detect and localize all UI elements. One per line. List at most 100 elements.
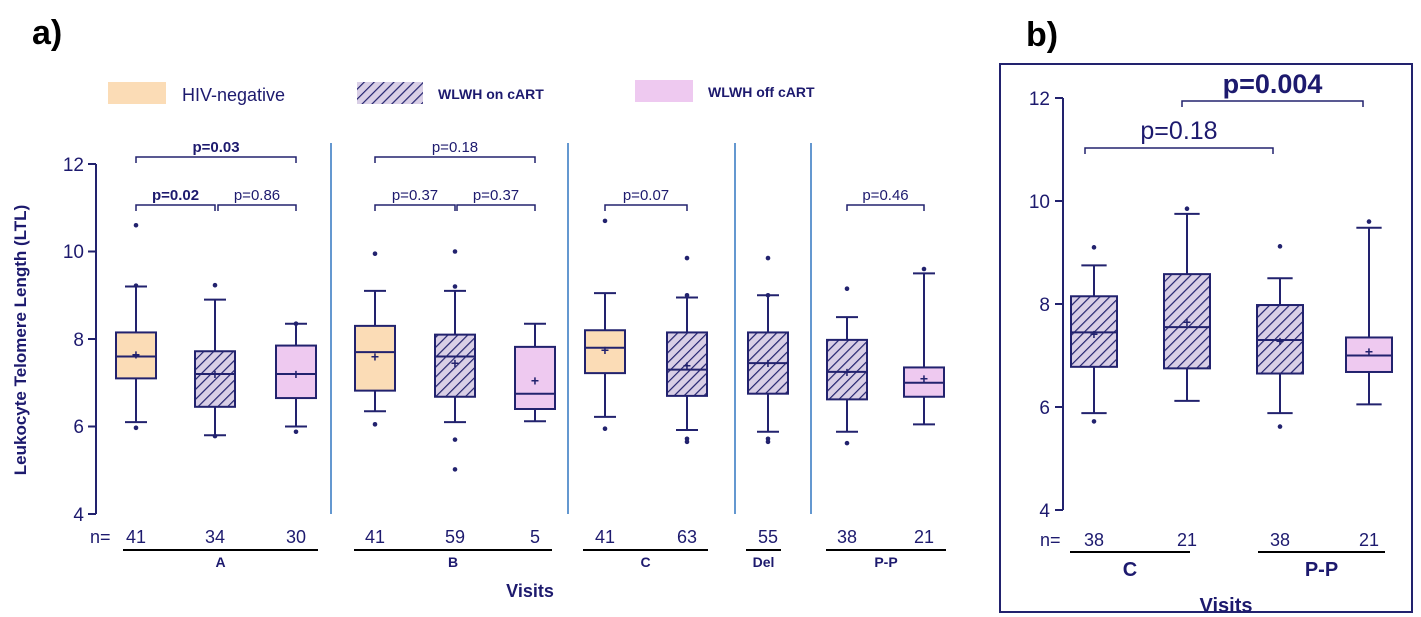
mean-marker-a-b-2: + bbox=[531, 373, 539, 389]
p-value-a-3: p=0.18 bbox=[432, 139, 478, 156]
group-label-b-c: C bbox=[1123, 559, 1137, 581]
panel-a-ytick-4: 4 bbox=[73, 505, 84, 526]
n-count-a-pp-0: 38 bbox=[837, 527, 857, 547]
panel-a-x-label: Visits bbox=[506, 581, 554, 601]
mean-marker-b-pp-1: + bbox=[1365, 343, 1373, 359]
box-a-a-1 bbox=[194, 350, 236, 408]
box-a-c-1 bbox=[666, 331, 708, 397]
legend-label-wlwh-off-cart: WLWH off cART bbox=[708, 84, 815, 100]
n-count-a-b-2: 5 bbox=[530, 527, 540, 547]
n-count-a-del-0: 55 bbox=[758, 527, 778, 547]
panel-a-ytick-12: 12 bbox=[63, 155, 84, 176]
outlier-a-c-1-1 bbox=[684, 436, 690, 442]
p-value-a-2: p=0.86 bbox=[234, 187, 280, 204]
mean-marker-a-a-1: + bbox=[211, 366, 219, 382]
mean-marker-a-b-1: + bbox=[451, 355, 459, 371]
bracket-b-1 bbox=[1181, 100, 1364, 107]
p-value-a-0: p=0.03 bbox=[192, 139, 239, 156]
outlier-a-pp-1-0 bbox=[921, 266, 927, 272]
mean-marker-a-a-2: + bbox=[292, 366, 300, 382]
mean-marker-b-c-1: + bbox=[1183, 314, 1191, 330]
legend-label-wlwh-on-cart: WLWH on cART bbox=[438, 86, 544, 102]
outlier-a-a-0-0 bbox=[133, 425, 139, 431]
outlier-a-c-0-0 bbox=[602, 426, 608, 431]
group-label-b-p-p: P-P bbox=[1305, 559, 1338, 581]
bracket-a-4 bbox=[374, 204, 456, 211]
chart-marks: +41 +34 +30 A +41 +59 +5 B +41 +63 C +55 Del +38 +21 P-… bbox=[115, 69, 1393, 581]
p-value-a-6: p=0.07 bbox=[623, 187, 669, 204]
panel-b-axes: 12 10 8 6 4 n= Visits bbox=[999, 63, 1413, 617]
outlier-a-del-0-3 bbox=[765, 255, 771, 261]
bracket-a-2 bbox=[217, 204, 297, 211]
p-value-a-5: p=0.37 bbox=[473, 187, 519, 204]
outlier-a-a-1-0 bbox=[212, 433, 218, 439]
panel-a-ytick-6: 6 bbox=[73, 417, 84, 438]
outlier-a-del-0-1 bbox=[765, 436, 771, 442]
panel-b-ytick-10: 10 bbox=[1029, 192, 1050, 213]
n-count-a-pp-1: 21 bbox=[914, 527, 934, 547]
outlier-a-b-1-1 bbox=[452, 437, 458, 442]
outlier-a-b-1-0 bbox=[452, 467, 458, 472]
outlier-b-pp-0-1 bbox=[1277, 244, 1283, 249]
n-count-a-a-2: 30 bbox=[286, 527, 306, 547]
mean-marker-a-c-0: + bbox=[601, 342, 609, 358]
bracket-a-1 bbox=[135, 204, 216, 211]
outlier-a-a-2-1 bbox=[293, 321, 299, 326]
outlier-a-c-1-3 bbox=[684, 255, 690, 261]
panel-a-n-prefix: n= bbox=[90, 527, 111, 547]
panel-b-frame bbox=[999, 63, 1413, 613]
legend-swatch-hiv-negative bbox=[108, 82, 166, 104]
bracket-b-0 bbox=[1084, 147, 1274, 154]
outlier-a-b-1-2 bbox=[452, 284, 458, 289]
outlier-a-pp-0-0 bbox=[844, 440, 850, 446]
outlier-b-c-1-0 bbox=[1184, 206, 1190, 212]
group-label-a-b: B bbox=[448, 554, 458, 570]
p-value-b-0: p=0.18 bbox=[1140, 117, 1217, 145]
box-b-c-1 bbox=[1163, 273, 1211, 370]
legend-swatch-wlwh-on-cart bbox=[357, 82, 423, 104]
group-label-a-a: A bbox=[215, 554, 225, 570]
panel-a-y-label: Leukocyte Telomere Length (LTL) bbox=[11, 205, 30, 475]
bracket-a-3 bbox=[374, 156, 536, 163]
outlier-b-c-0-1 bbox=[1091, 245, 1097, 250]
mean-marker-b-pp-0: + bbox=[1276, 333, 1284, 349]
outlier-b-pp-1-0 bbox=[1366, 219, 1372, 224]
outlier-a-c-0-1 bbox=[602, 218, 608, 224]
outlier-a-b-1-3 bbox=[452, 249, 458, 254]
bracket-a-7 bbox=[846, 204, 925, 211]
mean-marker-a-b-0: + bbox=[371, 349, 379, 365]
p-value-a-1: p=0.02 bbox=[152, 187, 199, 204]
outlier-a-a-2-0 bbox=[293, 429, 299, 435]
p-value-a-7: p=0.46 bbox=[862, 187, 908, 204]
bracket-a-0 bbox=[135, 156, 297, 163]
outlier-b-c-0-0 bbox=[1091, 419, 1097, 424]
group-label-a-c: C bbox=[640, 554, 650, 570]
panel-b-ytick-8: 8 bbox=[1039, 295, 1050, 316]
outlier-b-pp-0-0 bbox=[1277, 424, 1283, 429]
n-count-a-c-1: 63 bbox=[677, 527, 697, 547]
mean-marker-b-c-0: + bbox=[1090, 326, 1098, 342]
mean-marker-a-del-0: + bbox=[764, 355, 772, 371]
panel-b-ytick-4: 4 bbox=[1039, 501, 1050, 522]
mean-marker-a-pp-1: + bbox=[920, 370, 928, 386]
outlier-a-b-0-1 bbox=[372, 251, 378, 256]
legend-swatch-wlwh-off-cart bbox=[635, 80, 693, 102]
n-count-b-pp-0: 38 bbox=[1270, 530, 1290, 550]
outlier-a-a-1-1 bbox=[212, 282, 218, 288]
box-a-b-2 bbox=[514, 345, 556, 410]
mean-marker-a-a-0: + bbox=[132, 346, 140, 362]
n-count-a-b-0: 41 bbox=[365, 527, 385, 547]
outlier-a-c-1-2 bbox=[684, 292, 690, 298]
bracket-a-5 bbox=[456, 204, 536, 211]
panel-b-ytick-12: 12 bbox=[1029, 89, 1050, 110]
outlier-a-a-0-2 bbox=[133, 222, 139, 228]
box-a-a-0 bbox=[115, 331, 157, 380]
n-count-a-a-0: 41 bbox=[126, 527, 146, 547]
p-value-a-4: p=0.37 bbox=[392, 187, 438, 204]
outlier-a-b-0-0 bbox=[372, 422, 378, 427]
panel-b-ytick-6: 6 bbox=[1039, 398, 1050, 419]
box-a-c-0 bbox=[584, 329, 626, 375]
panel-b-x-label: Visits bbox=[1200, 595, 1253, 617]
box-a-b-0 bbox=[354, 324, 396, 392]
